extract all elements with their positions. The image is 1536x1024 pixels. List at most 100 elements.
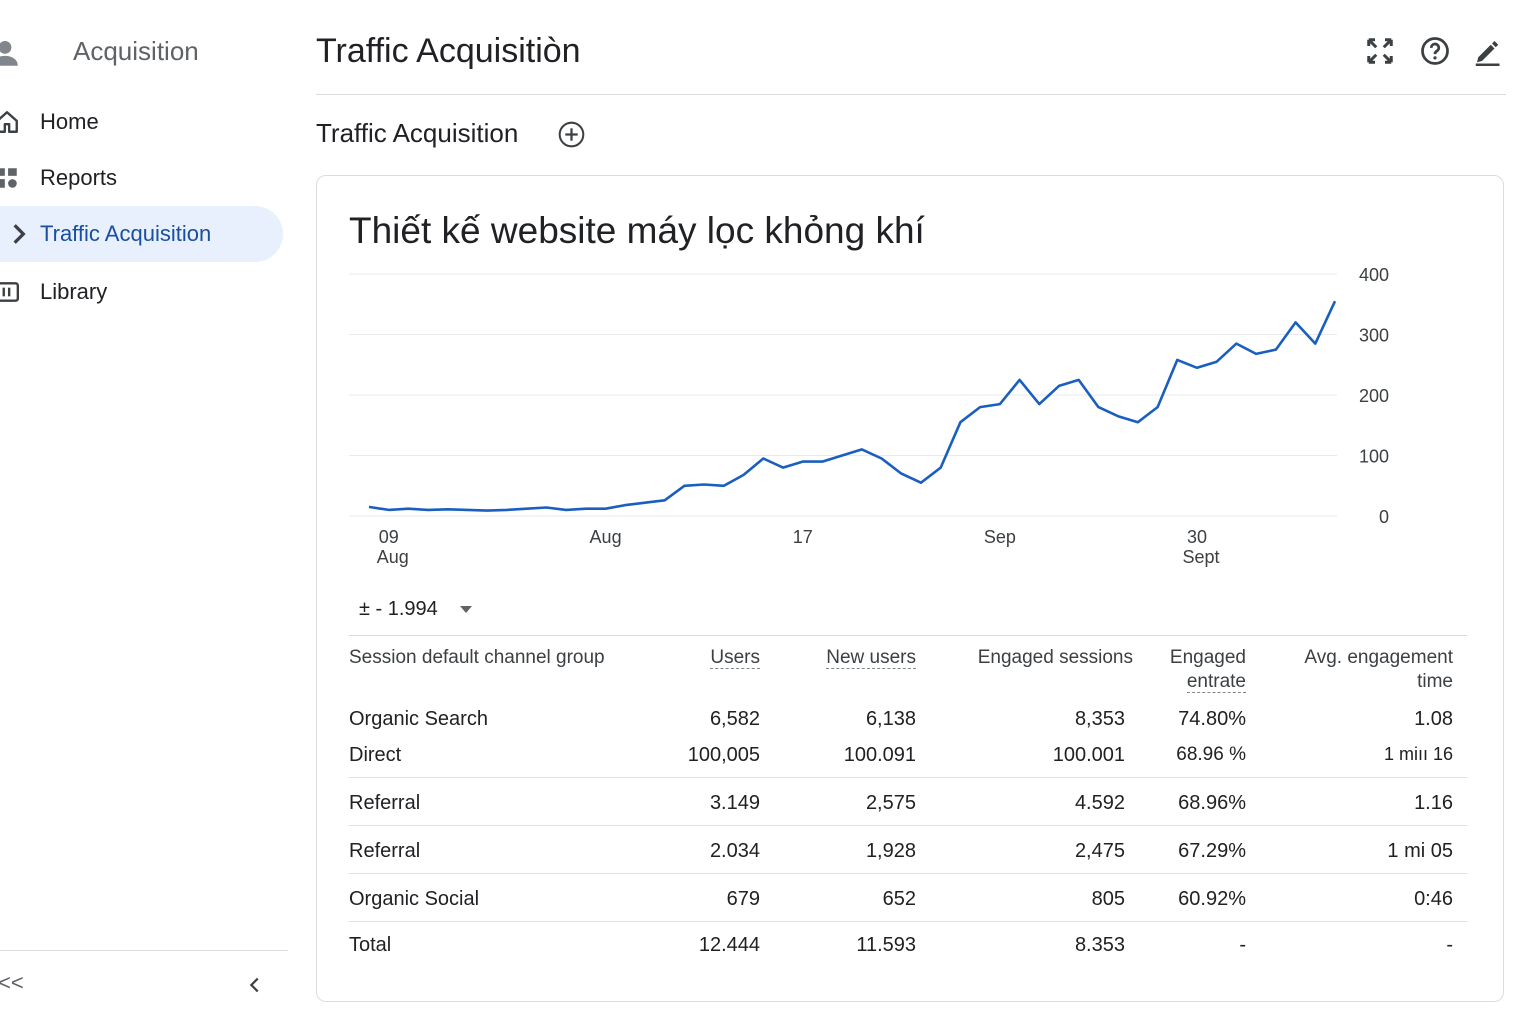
data-point bbox=[1234, 342, 1238, 346]
cell-new-users: 100.091 bbox=[843, 744, 916, 766]
sidebar-item-reports[interactable]: Reports bbox=[0, 150, 283, 206]
data-point bbox=[682, 484, 686, 488]
library-icon bbox=[0, 282, 20, 302]
sidebar-item-label: Reports bbox=[40, 165, 118, 190]
data-point bbox=[998, 402, 1002, 406]
data-point bbox=[761, 457, 765, 461]
data-point bbox=[781, 466, 785, 470]
column-header-engaged-sessions[interactable]: Engaged sessions bbox=[977, 647, 1133, 668]
data-point bbox=[1018, 378, 1022, 382]
data-point bbox=[860, 447, 864, 451]
cell-new-users: 6,138 bbox=[865, 708, 916, 730]
sidebar-item-traffic-acquisition[interactable]: Traffic Acquisition bbox=[0, 206, 283, 262]
data-point bbox=[820, 460, 824, 464]
cell-rate: 60.92% bbox=[1178, 888, 1246, 910]
cell-new-users: 11.593 bbox=[856, 934, 916, 956]
y-tick-label: 300 bbox=[1359, 326, 1389, 346]
cell-time: 0:46 bbox=[1414, 888, 1453, 910]
cell-users: 3.149 bbox=[709, 792, 760, 814]
fullscreen-icon[interactable] bbox=[1365, 36, 1395, 66]
data-point bbox=[1294, 320, 1298, 324]
data-point bbox=[663, 498, 667, 502]
card-title: Thiết kế website máy lọc khỏng khí bbox=[349, 210, 925, 251]
filter-label: ± - 1.994 bbox=[359, 598, 438, 620]
data-point bbox=[919, 481, 923, 485]
column-header-users[interactable]: Users bbox=[710, 647, 760, 669]
home-icon bbox=[0, 111, 18, 133]
data-point bbox=[1333, 299, 1337, 303]
cell-time: 1 mi 05 bbox=[1387, 840, 1453, 862]
cell-rate: 68.96 % bbox=[1176, 744, 1246, 765]
data-point bbox=[505, 508, 509, 512]
data-point bbox=[840, 454, 844, 458]
x-tick-label: Sep bbox=[984, 527, 1016, 547]
report-subtitle: Traffic Acquisition bbox=[316, 118, 519, 148]
y-tick-label: 100 bbox=[1359, 447, 1389, 467]
table-divider bbox=[349, 635, 1467, 636]
sidebar-item-label: Library bbox=[40, 279, 108, 304]
y-tick-label: 0 bbox=[1379, 507, 1389, 527]
data-point bbox=[406, 507, 410, 511]
cell-users: 12.444 bbox=[698, 934, 760, 956]
cell-sessions: 8,353 bbox=[1074, 708, 1125, 730]
data-point bbox=[1037, 402, 1041, 406]
channel-name: Referral bbox=[349, 792, 421, 814]
x-tick-label: Aug bbox=[377, 547, 409, 567]
column-header-avg-engagement-time[interactable]: Avg. engagement time bbox=[1304, 647, 1453, 692]
x-tick-label: 17 bbox=[793, 527, 813, 547]
collapse-all-icon[interactable]: << bbox=[0, 970, 24, 995]
chevron-right-icon bbox=[13, 224, 26, 244]
cell-sessions: 100.001 bbox=[1052, 744, 1125, 766]
data-point bbox=[1254, 352, 1258, 356]
cell-time: 1.16 bbox=[1414, 792, 1453, 814]
data-point bbox=[1175, 358, 1179, 362]
data-point bbox=[880, 457, 884, 461]
data-point bbox=[978, 405, 982, 409]
help-icon[interactable] bbox=[1420, 36, 1450, 66]
data-point bbox=[939, 466, 943, 470]
channel-name: Direct bbox=[349, 744, 402, 766]
row-divider bbox=[349, 921, 1467, 922]
data-point bbox=[1215, 360, 1219, 364]
channel-name: Total bbox=[349, 934, 392, 956]
column-header-channel[interactable]: Session default channel group bbox=[349, 647, 605, 668]
x-tick-label: 30 bbox=[1187, 527, 1207, 547]
data-point bbox=[702, 483, 706, 487]
cell-rate: 68.96% bbox=[1178, 792, 1246, 814]
cell-new-users: 2,575 bbox=[865, 792, 916, 814]
channel-name: Referral bbox=[349, 840, 421, 862]
data-point bbox=[1195, 366, 1199, 370]
cell-time: 1 miıı 16 bbox=[1383, 744, 1453, 764]
filter-dropdown[interactable]: ± - 1.994 bbox=[359, 598, 472, 621]
cell-new-users: 652 bbox=[882, 888, 916, 910]
sidebar-item-label: Traffic Acquisition bbox=[40, 221, 212, 246]
add-icon[interactable] bbox=[558, 121, 585, 148]
data-point bbox=[623, 503, 627, 507]
row-divider bbox=[349, 873, 1467, 874]
sidebar-divider bbox=[0, 950, 288, 951]
cell-sessions: 8.353 bbox=[1074, 934, 1125, 956]
data-point bbox=[1136, 420, 1140, 424]
column-header-new-users[interactable]: New users bbox=[826, 647, 916, 669]
cell-sessions: 4.592 bbox=[1074, 792, 1125, 814]
data-point bbox=[1077, 378, 1081, 382]
cell-sessions: 805 bbox=[1091, 888, 1125, 910]
y-tick-label: 400 bbox=[1359, 265, 1389, 285]
edit-icon[interactable] bbox=[1472, 36, 1502, 66]
report-card: Thiết kế website máy lọc khỏng khí 0 100 2… bbox=[316, 175, 1504, 1002]
data-point bbox=[742, 473, 746, 477]
data-point bbox=[1274, 348, 1278, 352]
column-header-engaged-rate[interactable]: Engaged entrate bbox=[1169, 647, 1246, 693]
data-point bbox=[387, 508, 391, 512]
sidebar: Acquisition Home Reports Traffic Acquisi… bbox=[0, 0, 290, 1024]
data-point bbox=[643, 501, 647, 505]
sidebar-item-library[interactable]: Library bbox=[0, 264, 283, 320]
cell-users: 100,005 bbox=[687, 744, 760, 766]
chevron-left-icon[interactable] bbox=[244, 972, 266, 998]
sidebar-item-home[interactable]: Home bbox=[0, 94, 283, 150]
data-point bbox=[367, 505, 371, 509]
data-point bbox=[1116, 414, 1120, 418]
row-divider bbox=[349, 777, 1467, 778]
data-point bbox=[466, 508, 470, 512]
